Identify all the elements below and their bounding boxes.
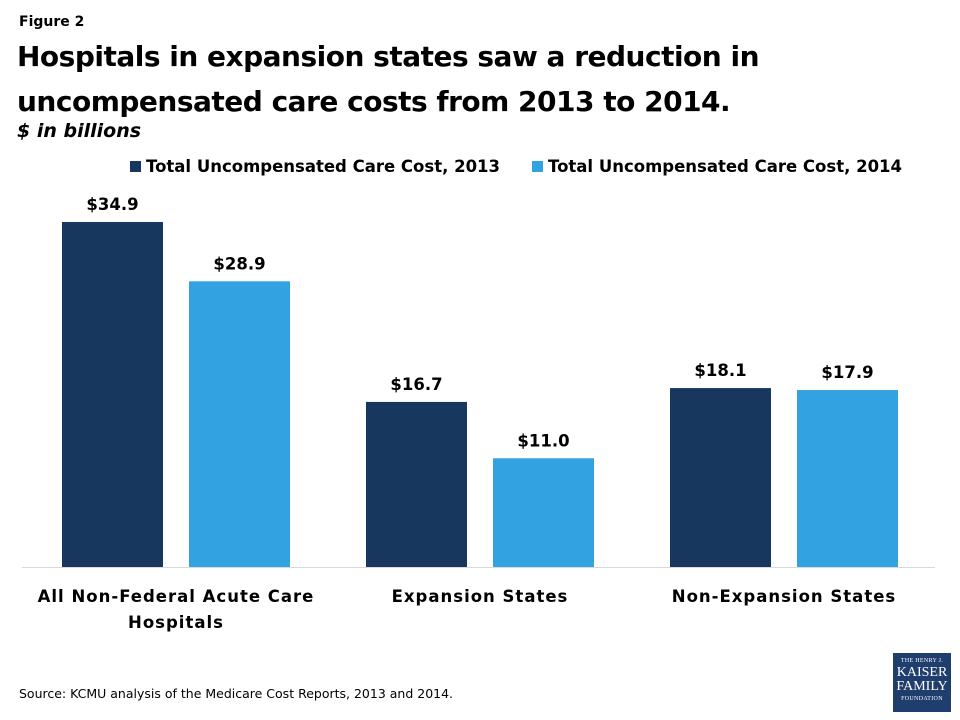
bar — [366, 401, 467, 567]
data-label: $18.1 — [694, 361, 746, 380]
legend-item-2013: Total Uncompensated Care Cost, 2013 — [130, 157, 500, 176]
legend-swatch-2013 — [130, 161, 141, 172]
data-label: $28.9 — [213, 254, 265, 273]
x-tick-label: Expansion States — [392, 587, 569, 606]
chart-subtitle: $ in billions — [17, 120, 142, 142]
legend-swatch-2014 — [532, 161, 543, 172]
figure-label: Figure 2 — [19, 14, 85, 30]
source-note: Source: KCMU analysis of the Medicare Co… — [19, 686, 454, 701]
data-label: $17.9 — [821, 363, 873, 382]
legend-label-2014: Total Uncompensated Care Cost, 2014 — [548, 157, 903, 176]
bar — [189, 281, 290, 567]
data-label: $34.9 — [86, 195, 138, 214]
data-label: $16.7 — [390, 375, 442, 394]
bar — [670, 388, 771, 567]
x-tick-label: Non-Expansion States — [672, 587, 896, 606]
bar — [797, 390, 898, 567]
legend-item-2014: Total Uncompensated Care Cost, 2014 — [532, 157, 902, 176]
data-label: $11.0 — [517, 431, 569, 450]
kff-logo: THE HENRY J. KAISER FAMILY FOUNDATION — [893, 653, 951, 712]
bar — [62, 222, 163, 567]
chart-title: Hospitals in expansion states saw a redu… — [17, 40, 760, 118]
x-tick-label: All Non-Federal Acute Care Hospitals — [38, 587, 315, 632]
bar — [493, 458, 594, 567]
legend-label-2013: Total Uncompensated Care Cost, 2013 — [146, 157, 501, 176]
